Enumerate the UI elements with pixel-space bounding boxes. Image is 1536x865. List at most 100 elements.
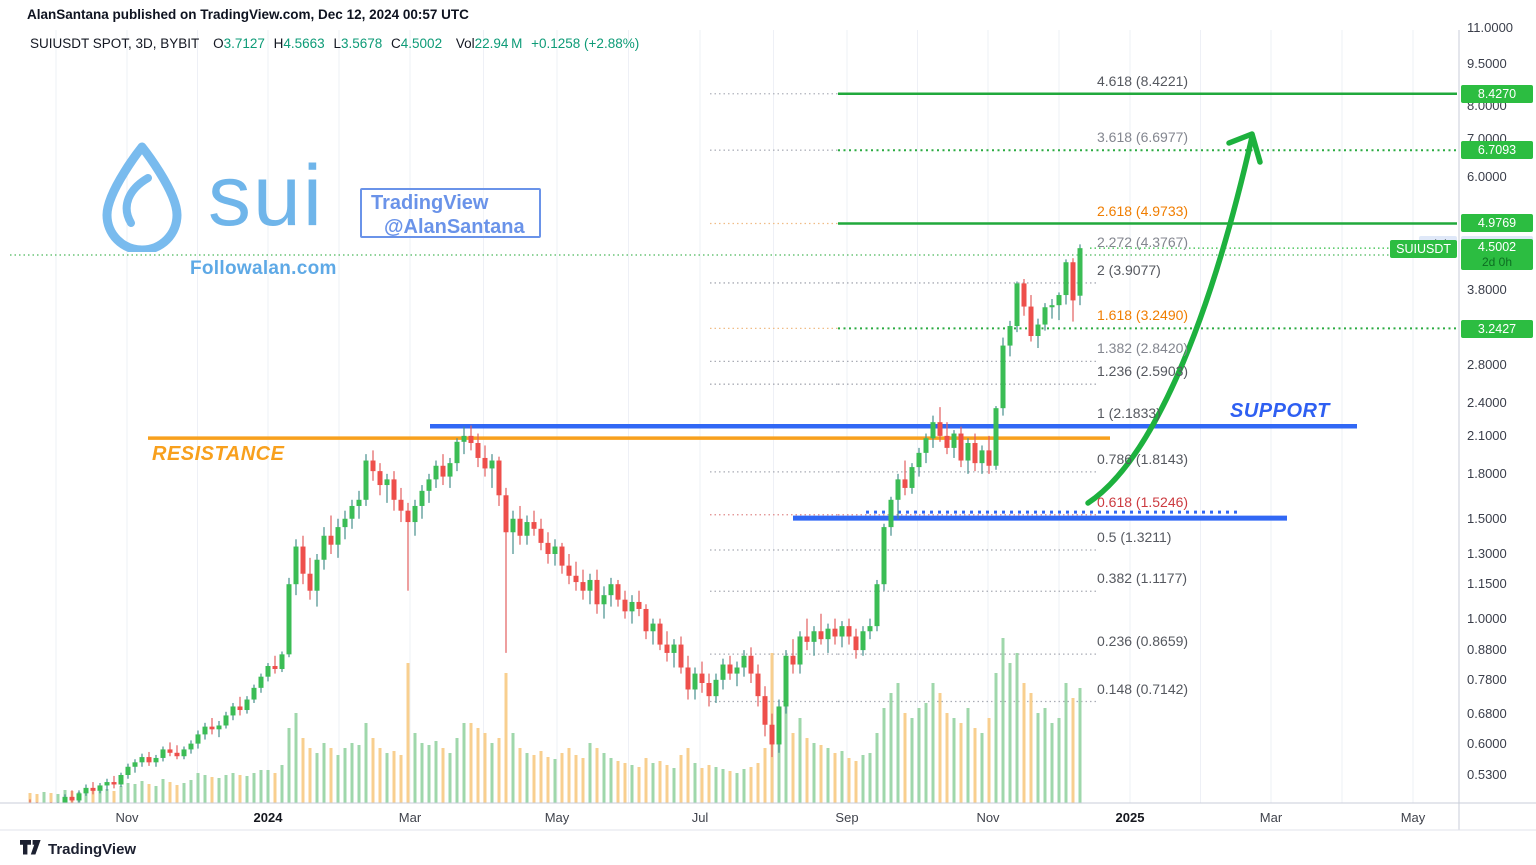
candle [195, 734, 201, 744]
candle [741, 655, 747, 668]
volume-bar [1071, 698, 1075, 803]
volume-bar [490, 743, 494, 803]
candle [237, 706, 243, 711]
volume-bar [644, 758, 648, 803]
candle [286, 584, 292, 655]
volume-bar [217, 778, 221, 803]
candle [720, 664, 726, 680]
candle [1056, 295, 1062, 306]
candle [174, 752, 180, 757]
volume-bar [378, 748, 382, 803]
low-value: 3.5678 [340, 36, 383, 51]
candle [181, 749, 187, 757]
candle [377, 471, 383, 486]
volume-bar [602, 753, 606, 803]
volume-bar [581, 758, 585, 803]
author-box: TradingView @AlanSantana [360, 188, 541, 238]
volume-bar [693, 763, 697, 803]
high-label: H [273, 36, 284, 51]
candle [419, 490, 425, 506]
volume-bar [658, 761, 662, 803]
candle [440, 465, 446, 477]
candle [769, 724, 775, 745]
volume-bar [980, 733, 984, 803]
candle [104, 782, 110, 786]
volume-bar [518, 748, 522, 803]
volume-bar [42, 792, 46, 803]
close-label: C [391, 36, 401, 51]
volume-bar [805, 738, 809, 803]
volume-bar [175, 785, 179, 803]
resistance-annotation: RESISTANCE [152, 443, 285, 465]
candle [97, 785, 103, 791]
volume-bar [651, 763, 655, 803]
candle [839, 626, 845, 637]
volume-bar [882, 708, 886, 803]
symbol-legend[interactable]: SUIUSDT SPOT, 3D, BYBIT O3.7127 H4.5663 … [30, 36, 639, 51]
volume-bar [616, 761, 620, 803]
candle [608, 584, 614, 596]
author-box-line1: TradingView [371, 192, 489, 214]
candle [1000, 345, 1006, 409]
candle [482, 457, 488, 469]
volume-bar [798, 718, 802, 803]
tradingview-logo-icon [20, 840, 41, 859]
volume-bar [224, 775, 228, 803]
volume-bar [196, 773, 200, 803]
candle [755, 673, 761, 697]
sui-drop-icon [92, 140, 192, 257]
candle [993, 408, 999, 466]
volume-bar [707, 765, 711, 803]
volume-bar [574, 755, 578, 803]
candle [1014, 283, 1020, 327]
volume-bar [357, 745, 361, 803]
sui-watermark: sui [92, 140, 324, 257]
high-value: 4.5663 [283, 36, 325, 51]
candle [90, 787, 96, 791]
candle [559, 546, 565, 566]
volume-bar [679, 755, 683, 803]
candle [958, 433, 964, 461]
candle [825, 628, 831, 640]
candle [923, 438, 929, 453]
volume-bar [119, 786, 123, 803]
volume-bar [231, 773, 235, 803]
volume-bar [266, 770, 270, 803]
candle [650, 623, 656, 632]
volume-bar [434, 741, 438, 803]
candle [538, 528, 544, 543]
candle [244, 699, 250, 711]
candle [867, 626, 873, 632]
tradingview-footer[interactable]: TradingView [20, 840, 136, 859]
volume-bar [511, 733, 515, 803]
candle [293, 546, 299, 585]
candle [160, 749, 166, 758]
change-value: +0.1258 (+2.88%) [531, 36, 640, 51]
low-label: L [333, 36, 341, 51]
projection-arrow [1085, 134, 1255, 506]
volume-bar [413, 733, 417, 803]
volume-bar [140, 781, 144, 803]
volume-bar [560, 753, 564, 803]
volume-bar [469, 723, 473, 803]
candle [391, 479, 397, 500]
volume-bar [322, 743, 326, 803]
volume-bar [861, 755, 865, 803]
volume-bar [588, 743, 592, 803]
candle [979, 450, 985, 464]
volume-bar [1036, 713, 1040, 803]
volume-bar [833, 753, 837, 803]
volume-bar [1008, 663, 1012, 803]
candle [797, 636, 803, 665]
volume-bar [637, 767, 641, 803]
volume-bar [931, 683, 935, 803]
volume-bar [483, 733, 487, 803]
volume-bar [35, 794, 39, 803]
volume-bar [812, 743, 816, 803]
candle [524, 522, 530, 536]
volume-bar [301, 738, 305, 803]
volume-bar [840, 751, 844, 803]
candle [230, 706, 236, 716]
